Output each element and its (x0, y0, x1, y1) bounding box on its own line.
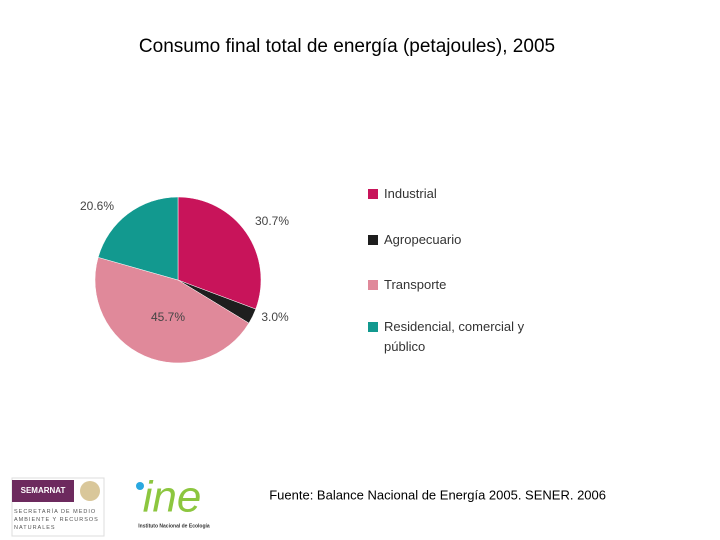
legend-item: Transporte (368, 275, 538, 295)
legend-swatch (368, 280, 378, 290)
legend-label: Transporte (384, 277, 447, 292)
secretaria-text: SECRETARÍA DE MEDIO AMBIENTE Y RECURSOS … (14, 509, 99, 531)
chart-title: Consumo final total de energía (petajoul… (139, 36, 555, 57)
pie (94, 196, 262, 364)
pie-slice (94, 257, 250, 364)
ine-drop (136, 482, 144, 490)
pie-slice (177, 196, 262, 310)
secretaria-box: SECRETARÍA DE MEDIO AMBIENTE Y RECURSOS … (14, 509, 99, 531)
source: Fuente: Balance Nacional de Energía 2005… (269, 487, 606, 502)
data-label: 45.7% (151, 310, 185, 324)
emblem (80, 481, 100, 501)
pie-slice (97, 196, 179, 281)
data-label: 20.6% (80, 199, 114, 213)
legend-swatch (368, 322, 378, 332)
legend-label: Agropecuario (384, 232, 462, 247)
semarnat-text: SEMARNAT (21, 486, 66, 495)
legend-label: Residencial, comercial y público (384, 319, 525, 354)
legend-item: Industrial (368, 184, 538, 204)
semarnat-bar (12, 480, 74, 502)
legend-item: Residencial, comercial y público (368, 317, 538, 357)
legend-swatch (368, 235, 378, 245)
legend-swatch (368, 189, 378, 199)
ine-caption: Instituto Nacional de Ecología (138, 523, 210, 529)
legend-item: Agropecuario (368, 230, 538, 250)
data-label: 30.7% (255, 214, 289, 228)
legend-label: Industrial (384, 186, 437, 201)
ine-logo: ine (143, 473, 202, 522)
data-label: 3.0% (261, 310, 289, 324)
